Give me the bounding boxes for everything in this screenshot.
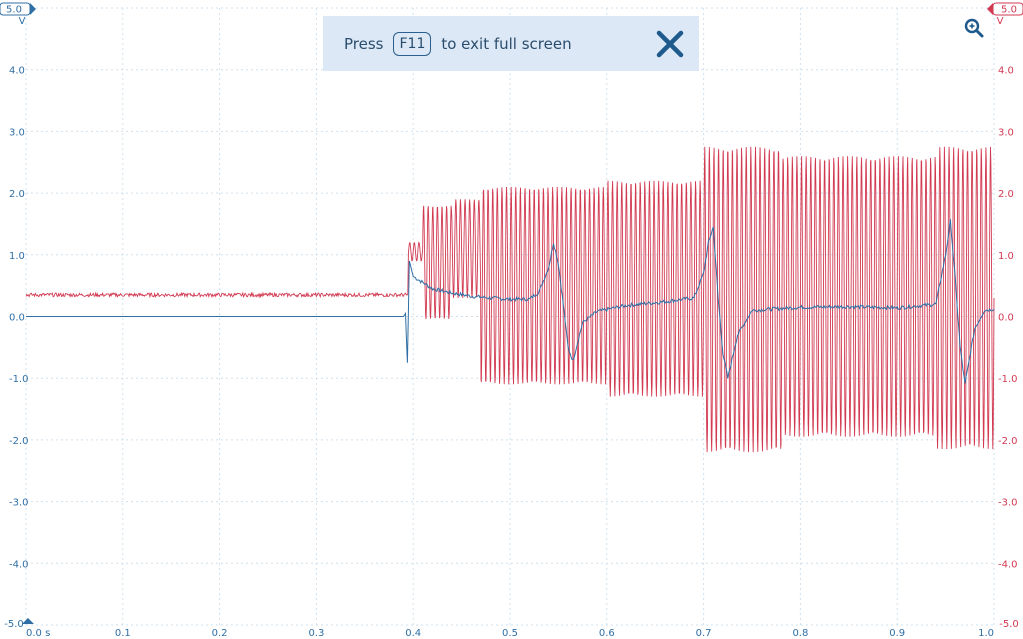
time-tick-label: 0.1 — [115, 628, 131, 639]
channel-a-trace — [26, 219, 995, 384]
close-icon[interactable] — [651, 25, 689, 63]
left-top-label: 5.0 — [6, 5, 22, 16]
left-tick-label: -2.0 — [9, 436, 29, 447]
right-tick-label: 1.0 — [998, 251, 1014, 262]
right-tick-label: 3.0 — [998, 127, 1014, 138]
left-scale-bottom-tag[interactable]: -5.0 -5.0 — [4, 618, 1019, 630]
right-tick-label: -4.0 — [998, 559, 1018, 570]
time-tick-label: 0.5 — [502, 628, 518, 639]
right-tick-label: -2.0 — [998, 436, 1018, 447]
time-tick-label: 0.7 — [696, 628, 712, 639]
time-tick-label: 1.0 — [978, 628, 994, 639]
left-unit-label: V — [19, 16, 26, 27]
right-unit-label: V — [997, 16, 1004, 27]
right-tick-label: 4.0 — [998, 66, 1014, 77]
left-tick-label: 0.0 — [9, 313, 25, 324]
left-tick-label: 4.0 — [9, 66, 25, 77]
f11-key-badge: F11 — [393, 31, 432, 56]
fullscreen-banner: Press F11 to exit full screen — [323, 16, 699, 71]
time-tick-label: 0.9 — [889, 628, 905, 639]
left-tick-label: -1.0 — [9, 374, 29, 385]
right-tick-label: -3.0 — [998, 498, 1018, 509]
right-tick-label: 0.0 — [998, 313, 1014, 324]
banner-suffix-text: to exit full screen — [441, 34, 572, 53]
left-bottom-label: -5.0 — [4, 619, 24, 630]
right-axis-ticks: 4.0 3.0 2.0 1.0 0.0 -1.0 -2.0 -3.0 -4.0 — [998, 66, 1018, 571]
right-tick-label: 2.0 — [998, 189, 1014, 200]
banner-press-text: Press — [344, 34, 384, 53]
zoom-magnifier-icon[interactable] — [963, 17, 985, 39]
right-tick-label: -1.0 — [998, 374, 1018, 385]
time-tick-label: 0.0 s — [26, 628, 50, 639]
left-tick-label: -4.0 — [9, 559, 29, 570]
time-tick-label: 0.6 — [599, 628, 615, 639]
left-scale-top-tag[interactable]: 5.0 V — [0, 2, 36, 27]
time-tick-label: 0.2 — [212, 628, 228, 639]
left-tick-label: 1.0 — [9, 251, 25, 262]
right-bottom-label: -5.0 — [999, 619, 1019, 630]
right-top-label: 5.0 — [1001, 5, 1017, 16]
left-axis-ticks: 4.0 3.0 2.0 1.0 0.0 -1.0 -2.0 -3.0 -4.0 — [9, 66, 29, 571]
left-tick-label: 3.0 — [9, 127, 25, 138]
time-tick-label: 0.8 — [792, 628, 808, 639]
channel-b-trace — [25, 146, 995, 453]
time-tick-label: 0.4 — [405, 628, 421, 639]
time-axis-ticks: 0.0 s 0.1 0.2 0.3 0.4 0.5 0.6 0.7 0.8 0.9 1.0 — [26, 628, 994, 639]
time-tick-label: 0.3 — [308, 628, 324, 639]
right-scale-top-tag[interactable]: 5.0 V — [987, 2, 1023, 27]
left-tick-label: 2.0 — [9, 189, 25, 200]
left-tick-label: -3.0 — [9, 498, 29, 509]
